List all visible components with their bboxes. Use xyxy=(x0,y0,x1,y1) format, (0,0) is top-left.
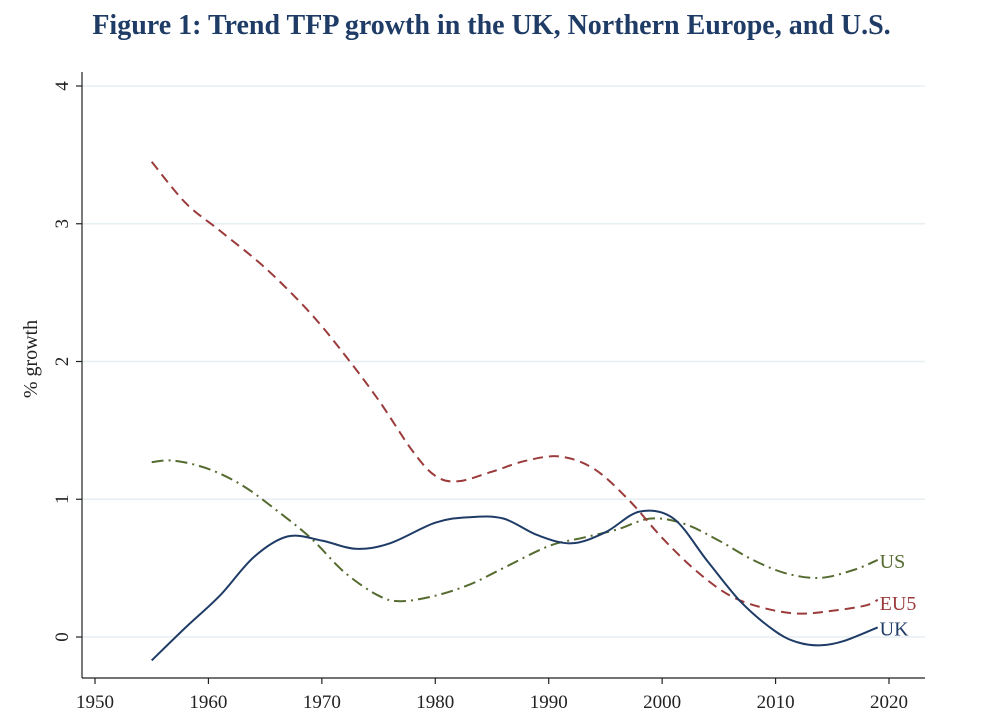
y-tick-label-1: 1 xyxy=(52,495,73,505)
x-tick-label-1950: 1950 xyxy=(76,692,114,713)
series-label-eu5: EU5 xyxy=(880,593,917,615)
y-tick-label-2: 2 xyxy=(52,357,73,367)
y-tick-label-3: 3 xyxy=(52,219,73,229)
series-line-us xyxy=(151,459,879,603)
x-tick-label-1980: 1980 xyxy=(416,692,454,713)
x-tick-label-2010: 2010 xyxy=(757,692,795,713)
series-label-us: US xyxy=(880,551,906,573)
y-axis-label: % growth xyxy=(20,320,42,398)
series-lines xyxy=(150,161,879,662)
grid-lines xyxy=(82,85,925,638)
y-tick-label-0: 0 xyxy=(52,632,73,642)
x-tick-label-1970: 1970 xyxy=(303,692,341,713)
series-labels: US EU5 UK xyxy=(880,551,917,640)
x-tick-label-2000: 2000 xyxy=(643,692,681,713)
series-line-eu5 xyxy=(150,161,879,615)
axes: 0 1 2 3 4 1950 1960 1970 1980 1990 2000 2010 2020 % g… xyxy=(20,72,925,713)
x-tick-label-1990: 1990 xyxy=(530,692,568,713)
x-tick-label-2020: 2020 xyxy=(870,692,908,713)
y-tick-label-4: 4 xyxy=(52,81,73,91)
series-line-uk xyxy=(151,509,879,662)
x-tick-label-1960: 1960 xyxy=(189,692,227,713)
chart-title: Figure 1: Trend TFP growth in the UK, No… xyxy=(92,10,891,41)
series-label-uk: UK xyxy=(880,618,909,640)
